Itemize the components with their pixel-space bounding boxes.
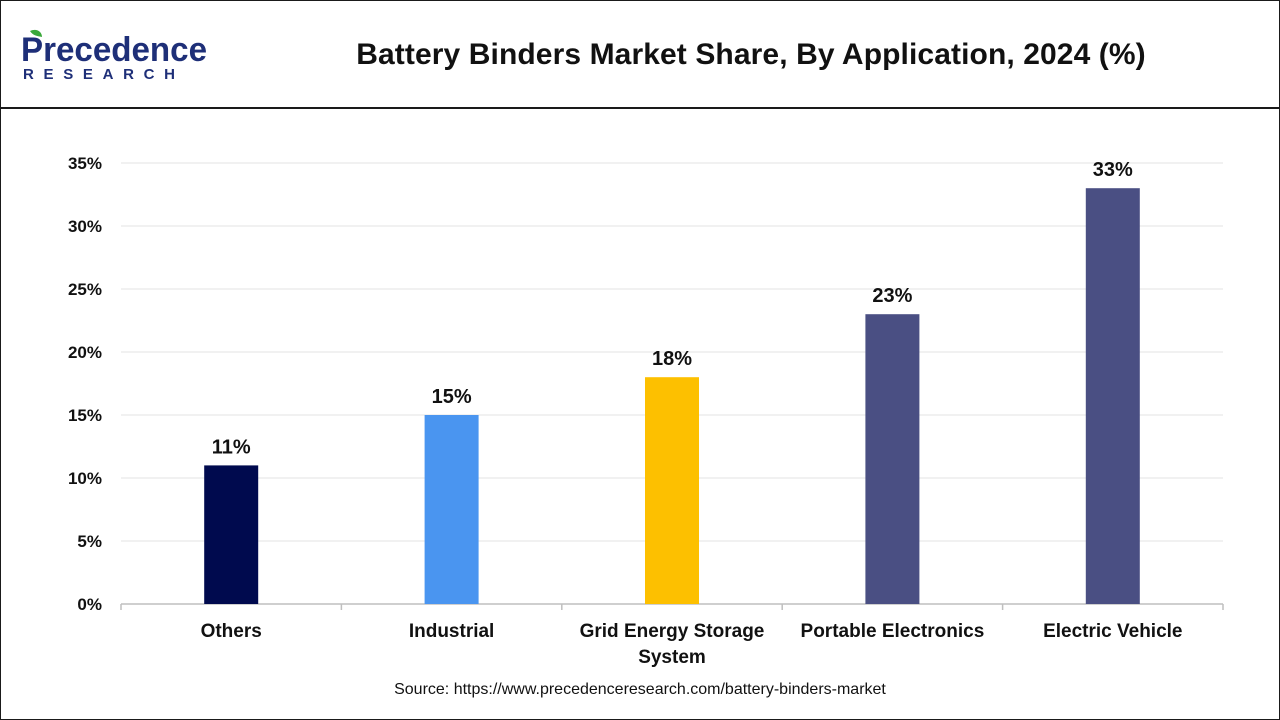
data-label: 33% <box>1093 159 1133 181</box>
x-tick-label: Others <box>201 621 262 642</box>
x-tick-label: Electric Vehicle <box>1043 621 1182 642</box>
chart-title: Battery Binders Market Share, By Applica… <box>356 38 1146 71</box>
bar <box>645 377 699 604</box>
data-label: 23% <box>872 285 912 307</box>
x-tick-label: System <box>638 647 706 668</box>
y-tick-label: 30% <box>68 217 102 236</box>
x-tick-label: Portable Electronics <box>801 621 985 642</box>
bar-chart: 0% 5% 10% 15% 20% 25% 30% 35% 11% Others 15% Indust… <box>68 154 1224 668</box>
bar <box>865 314 920 604</box>
y-tick-label: 20% <box>68 343 102 362</box>
y-tick-label: 10% <box>68 469 102 488</box>
bar <box>204 465 259 604</box>
logo-wordmark: Precedence <box>21 31 207 69</box>
y-tick-label: 0% <box>77 595 102 614</box>
bar <box>424 415 479 604</box>
precedence-research-logo: Precedence RESEARCH <box>21 29 207 83</box>
header: Precedence RESEARCH Battery Binders Mark… <box>1 1 1279 109</box>
logo-leaf-icon <box>30 29 42 37</box>
data-label: 15% <box>432 386 472 408</box>
source-note: Source: https://www.precedenceresearch.c… <box>394 681 886 698</box>
x-tick-label: Industrial <box>409 621 495 642</box>
y-tick-label: 35% <box>68 154 102 173</box>
data-label: 18% <box>652 348 692 370</box>
x-tick-label: Grid Energy Storage <box>580 621 765 642</box>
y-tick-label: 15% <box>68 406 102 425</box>
data-label: 11% <box>212 436 251 458</box>
y-tick-label: 25% <box>68 280 102 299</box>
y-tick-label: 5% <box>77 532 102 551</box>
bar <box>1085 188 1140 604</box>
